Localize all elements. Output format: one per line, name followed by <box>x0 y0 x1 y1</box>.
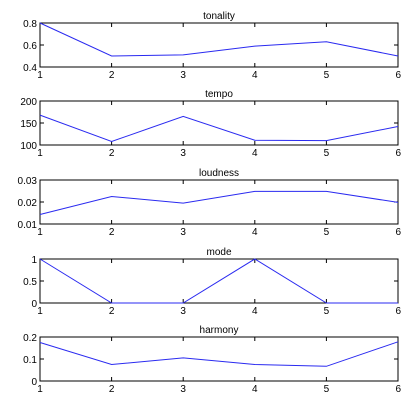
data-point-mode <box>39 258 41 260</box>
panel-mode: mode 1 2 3 4 5 6 0 0.5 1 <box>23 247 401 317</box>
y-tick-label-tempo: 150 <box>20 119 37 130</box>
x-tick-label-harmony: 3 <box>180 384 186 395</box>
x-tick-label-mode: 3 <box>180 306 186 317</box>
y-tick-label-harmony: 0.2 <box>23 333 37 344</box>
panel-harmony: harmony 1 2 3 4 5 6 0 0.1 0.2 <box>23 325 401 395</box>
data-point-loudness <box>325 190 327 192</box>
data-point-tonality <box>397 55 399 57</box>
y-tick-label-tempo: 100 <box>20 141 37 152</box>
data-point-mode <box>182 302 184 304</box>
data-point-tonality <box>39 22 41 24</box>
data-point-harmony <box>254 363 256 365</box>
data-point-tonality <box>325 41 327 43</box>
panel-title-harmony: harmony <box>200 325 239 336</box>
data-point-tempo <box>182 115 184 117</box>
x-tick-label-tempo: 3 <box>180 148 186 159</box>
panel-title-tonality: tonality <box>203 11 235 22</box>
axes-frame-tempo <box>39 100 399 146</box>
data-point-loudness <box>182 202 184 204</box>
data-point-loudness <box>39 213 41 215</box>
data-point-harmony <box>182 357 184 359</box>
panel-title-loudness: loudness <box>199 168 239 179</box>
y-tick-label-loudness: 0.02 <box>18 198 38 209</box>
data-point-mode <box>325 302 327 304</box>
data-point-harmony <box>397 341 399 343</box>
x-tick-label-harmony: 5 <box>324 384 330 395</box>
data-point-tonality <box>110 55 112 57</box>
y-tick-label-harmony: 0 <box>31 377 37 388</box>
x-tick-label-mode: 6 <box>395 306 401 317</box>
panel-title-tempo: tempo <box>205 89 233 100</box>
x-tick-label-tempo: 5 <box>324 148 330 159</box>
x-tick-label-mode: 1 <box>37 306 43 317</box>
x-tick-label-mode: 2 <box>109 306 115 317</box>
y-tick-label-loudness: 0.01 <box>18 220 38 231</box>
y-tick-label-mode: 0 <box>31 299 37 310</box>
data-point-mode <box>110 302 112 304</box>
panel-loudness: loudness 1 2 3 4 5 6 0.01 0.02 0.03 <box>18 168 401 238</box>
data-point-loudness <box>254 190 256 192</box>
x-tick-label-loudness: 3 <box>180 227 186 238</box>
series-line-harmony <box>39 341 399 367</box>
series-line-mode <box>39 258 398 304</box>
x-tick-label-tonality: 4 <box>252 70 258 81</box>
x-tick-label-harmony: 1 <box>37 384 43 395</box>
x-tick-label-loudness: 1 <box>37 227 43 238</box>
y-tick-label-tonality: 0.4 <box>23 63 37 74</box>
x-tick-label-tempo: 2 <box>109 148 115 159</box>
x-tick-label-harmony: 6 <box>395 384 401 395</box>
x-tick-label-tonality: 1 <box>37 70 43 81</box>
data-point-harmony <box>325 365 327 367</box>
x-tick-label-tempo: 1 <box>37 148 43 159</box>
data-point-tempo <box>254 139 256 141</box>
x-tick-label-tempo: 6 <box>395 148 401 159</box>
x-tick-label-loudness: 6 <box>395 227 401 238</box>
data-point-tempo <box>397 125 399 127</box>
x-tick-label-harmony: 4 <box>252 384 258 395</box>
x-tick-label-tonality: 3 <box>180 70 186 81</box>
y-tick-label-mode: 0.5 <box>23 277 37 288</box>
data-point-tempo <box>110 140 112 142</box>
series-line-loudness <box>39 190 399 215</box>
x-tick-label-mode: 5 <box>324 306 330 317</box>
x-tick-label-harmony: 2 <box>109 384 115 395</box>
x-tick-label-tonality: 5 <box>324 70 330 81</box>
x-tick-label-mode: 4 <box>252 306 258 317</box>
data-point-tempo <box>325 139 327 141</box>
y-tick-label-tonality: 0.8 <box>23 19 37 30</box>
panel-title-mode: mode <box>206 247 231 258</box>
x-tick-label-loudness: 5 <box>324 227 330 238</box>
data-point-tonality <box>254 45 256 47</box>
x-tick-label-loudness: 4 <box>252 227 258 238</box>
y-tick-label-mode: 1 <box>31 255 37 266</box>
x-tick-label-tonality: 6 <box>395 70 401 81</box>
y-tick-label-loudness: 0.03 <box>18 176 38 187</box>
panel-tempo: tempo 1 2 3 4 5 6 100 150 200 <box>20 89 401 159</box>
axes-frame-loudness <box>39 179 399 225</box>
x-tick-label-loudness: 2 <box>109 227 115 238</box>
data-point-harmony <box>110 363 112 365</box>
y-tick-label-tempo: 200 <box>20 97 37 108</box>
series-line-tempo <box>39 114 399 143</box>
panel-tonality: tonality 1 2 3 4 5 6 0.4 0.6 0.8 <box>23 11 401 81</box>
x-tick-label-tempo: 4 <box>252 148 258 159</box>
data-point-tonality <box>182 54 184 56</box>
data-point-mode <box>254 258 256 260</box>
series-line-tonality <box>39 22 399 57</box>
data-point-harmony <box>39 341 41 343</box>
y-tick-label-tonality: 0.6 <box>23 41 37 52</box>
data-point-loudness <box>110 195 112 197</box>
data-point-mode <box>397 302 399 304</box>
y-tick-label-harmony: 0.1 <box>23 355 37 366</box>
data-point-tempo <box>39 114 41 116</box>
x-tick-label-tonality: 2 <box>109 70 115 81</box>
data-point-loudness <box>397 201 399 203</box>
